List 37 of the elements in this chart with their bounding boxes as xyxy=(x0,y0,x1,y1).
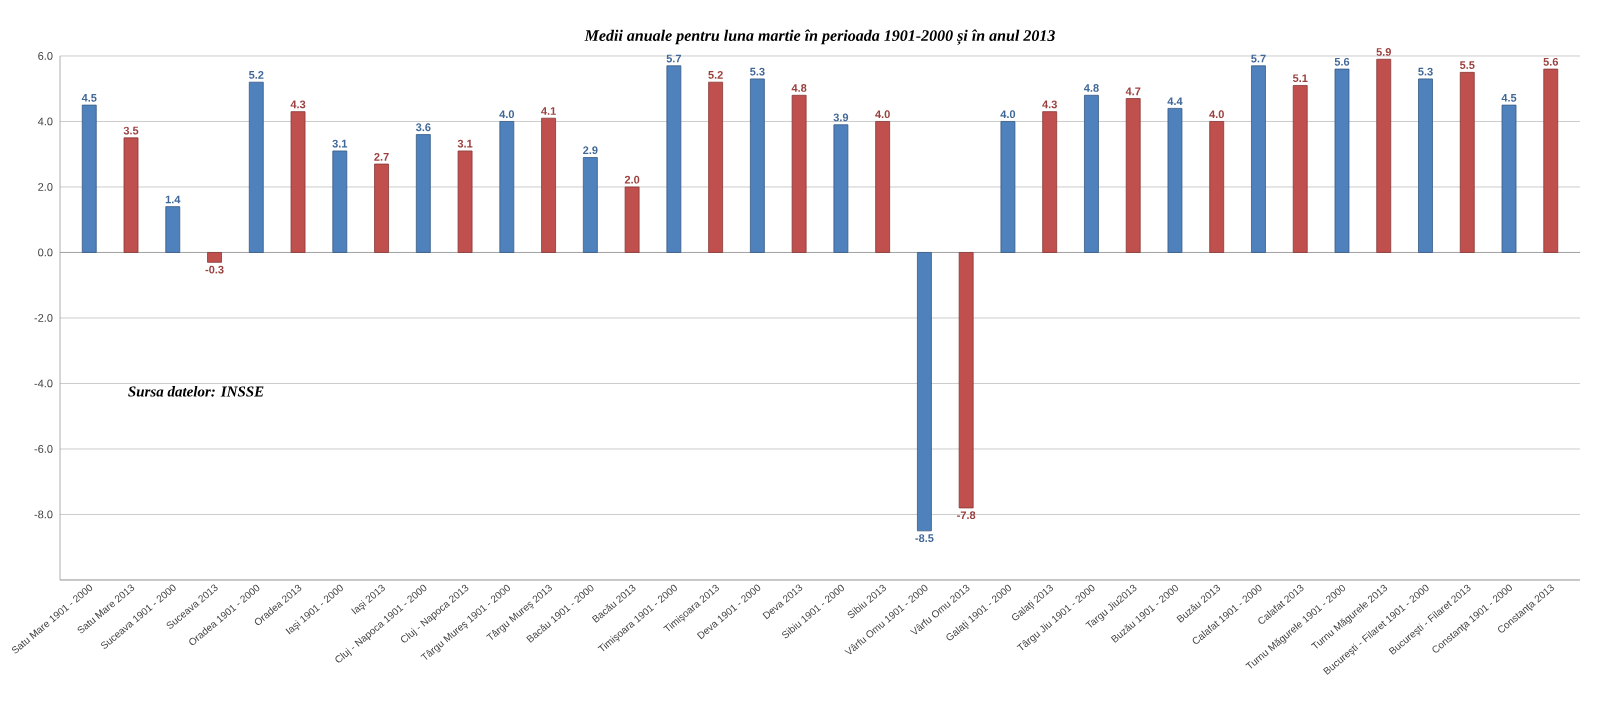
bar xyxy=(165,206,181,253)
bar xyxy=(1125,98,1141,253)
bar xyxy=(958,252,974,509)
bar xyxy=(582,157,598,253)
chart-title: Medii anuale pentru luna martie în perioada 1901-2000 și în anul 2013 xyxy=(584,29,1055,45)
bar xyxy=(749,78,765,253)
bar xyxy=(1543,68,1559,253)
bar xyxy=(541,117,556,253)
bar xyxy=(791,94,807,253)
bar xyxy=(624,186,640,253)
bar xyxy=(708,81,724,253)
bar xyxy=(1209,121,1225,253)
bar xyxy=(1042,111,1058,253)
bar xyxy=(1334,68,1350,253)
bar xyxy=(207,252,222,263)
bar xyxy=(415,134,431,253)
bar xyxy=(1501,104,1517,253)
bar xyxy=(833,124,849,253)
bar xyxy=(248,81,264,253)
bar xyxy=(1418,78,1433,253)
bar xyxy=(666,65,682,253)
bar xyxy=(374,163,389,253)
bar xyxy=(499,121,515,253)
bar xyxy=(457,150,473,253)
bar xyxy=(290,111,306,253)
bar xyxy=(1000,121,1016,253)
bar xyxy=(1084,94,1099,253)
bar xyxy=(1459,71,1475,253)
bar xyxy=(875,121,891,253)
bar xyxy=(1376,58,1392,253)
bar xyxy=(81,104,97,253)
bar xyxy=(917,252,932,532)
bar xyxy=(1167,107,1183,253)
bar xyxy=(1292,85,1308,253)
bar xyxy=(1251,65,1266,253)
bar xyxy=(123,137,139,253)
bar xyxy=(332,150,348,253)
